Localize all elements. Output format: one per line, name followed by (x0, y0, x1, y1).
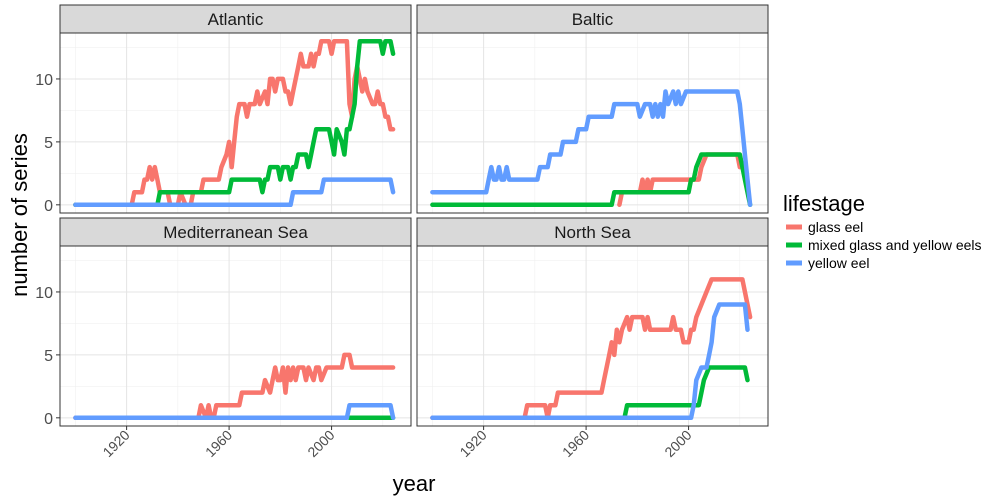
plot-bg-mediterranean-sea (60, 246, 411, 426)
x-tick-label: 1920 (99, 427, 132, 460)
x-axis-ticks: 1920 1960 2000 1920 1960 2000 (99, 426, 695, 460)
panel-baltic: Baltic (416, 4, 769, 214)
panel-border-north-sea (416, 245, 769, 427)
series-line-yellow-eel-north-sea (430, 302, 750, 421)
x-tick-label: 1960 (202, 427, 235, 460)
strip-label-baltic: Baltic (572, 10, 614, 29)
legend: lifestage glass eel mixed glass and yello… (783, 191, 982, 271)
y-tick-label: 10 (35, 285, 53, 302)
y-axis-ticks: 0 5 10 0 5 10 (35, 72, 60, 428)
legend-label-yellow-eel: yellow eel (808, 255, 869, 271)
series-group-north-sea (430, 277, 753, 421)
y-tick-label: 5 (44, 348, 53, 365)
series-line-mixed-glass-and-yellow-eels-baltic (430, 152, 753, 208)
plot-bg-north-sea (417, 246, 768, 426)
series-group-mediterranean-sea (73, 352, 396, 421)
plot-bg-baltic (417, 33, 768, 213)
series-group-baltic (430, 89, 753, 208)
panel-border-baltic (416, 32, 769, 214)
legend-title: lifestage (783, 191, 865, 216)
y-tick-label: 0 (44, 411, 53, 428)
panel-atlantic: Atlantic (59, 4, 412, 214)
legend-label-glass-eel: glass eel (808, 219, 863, 235)
panel-border-mediterranean-sea (59, 245, 412, 427)
series-line-yellow-eel-baltic (430, 89, 753, 208)
facet-panels: Atlantic Baltic Mediterranean Sea North Sea (59, 4, 769, 427)
panel-mediterranean-sea: Mediterranean Sea (59, 217, 412, 427)
strip-label-north-sea: North Sea (554, 223, 631, 242)
legend-entries: glass eel mixed glass and yellow eels yell… (786, 219, 982, 271)
panel-border-atlantic (59, 32, 412, 214)
strip-label-atlantic: Atlantic (208, 10, 264, 29)
y-tick-label: 10 (35, 72, 53, 89)
legend-label-mixed-glass-and-yellow-eels: mixed glass and yellow eels (808, 237, 982, 253)
series-line-yellow-eel-atlantic (73, 177, 396, 208)
series-line-yellow-eel-mediterranean-sea (73, 402, 396, 421)
strip-atlantic (59, 4, 412, 34)
x-tick-label: 1920 (456, 427, 489, 460)
x-axis-title: year (393, 471, 436, 496)
panel-north-sea: North Sea (416, 217, 769, 427)
x-tick-label: 1960 (559, 427, 592, 460)
strip-label-mediterranean-sea: Mediterranean Sea (163, 223, 308, 242)
y-axis-title: number of series (7, 133, 32, 297)
x-tick-label: 2000 (304, 427, 337, 460)
y-tick-label: 5 (44, 135, 53, 152)
series-line-mixed-glass-and-yellow-eels-north-sea (622, 365, 750, 421)
x-tick-label: 2000 (661, 427, 694, 460)
series-group-atlantic (73, 38, 396, 208)
strip-north-sea (416, 217, 769, 247)
y-tick-label: 0 (44, 198, 53, 215)
series-line-mixed-glass-and-yellow-eels-atlantic (73, 38, 396, 208)
series-line-glass-eel-north-sea (430, 277, 753, 421)
